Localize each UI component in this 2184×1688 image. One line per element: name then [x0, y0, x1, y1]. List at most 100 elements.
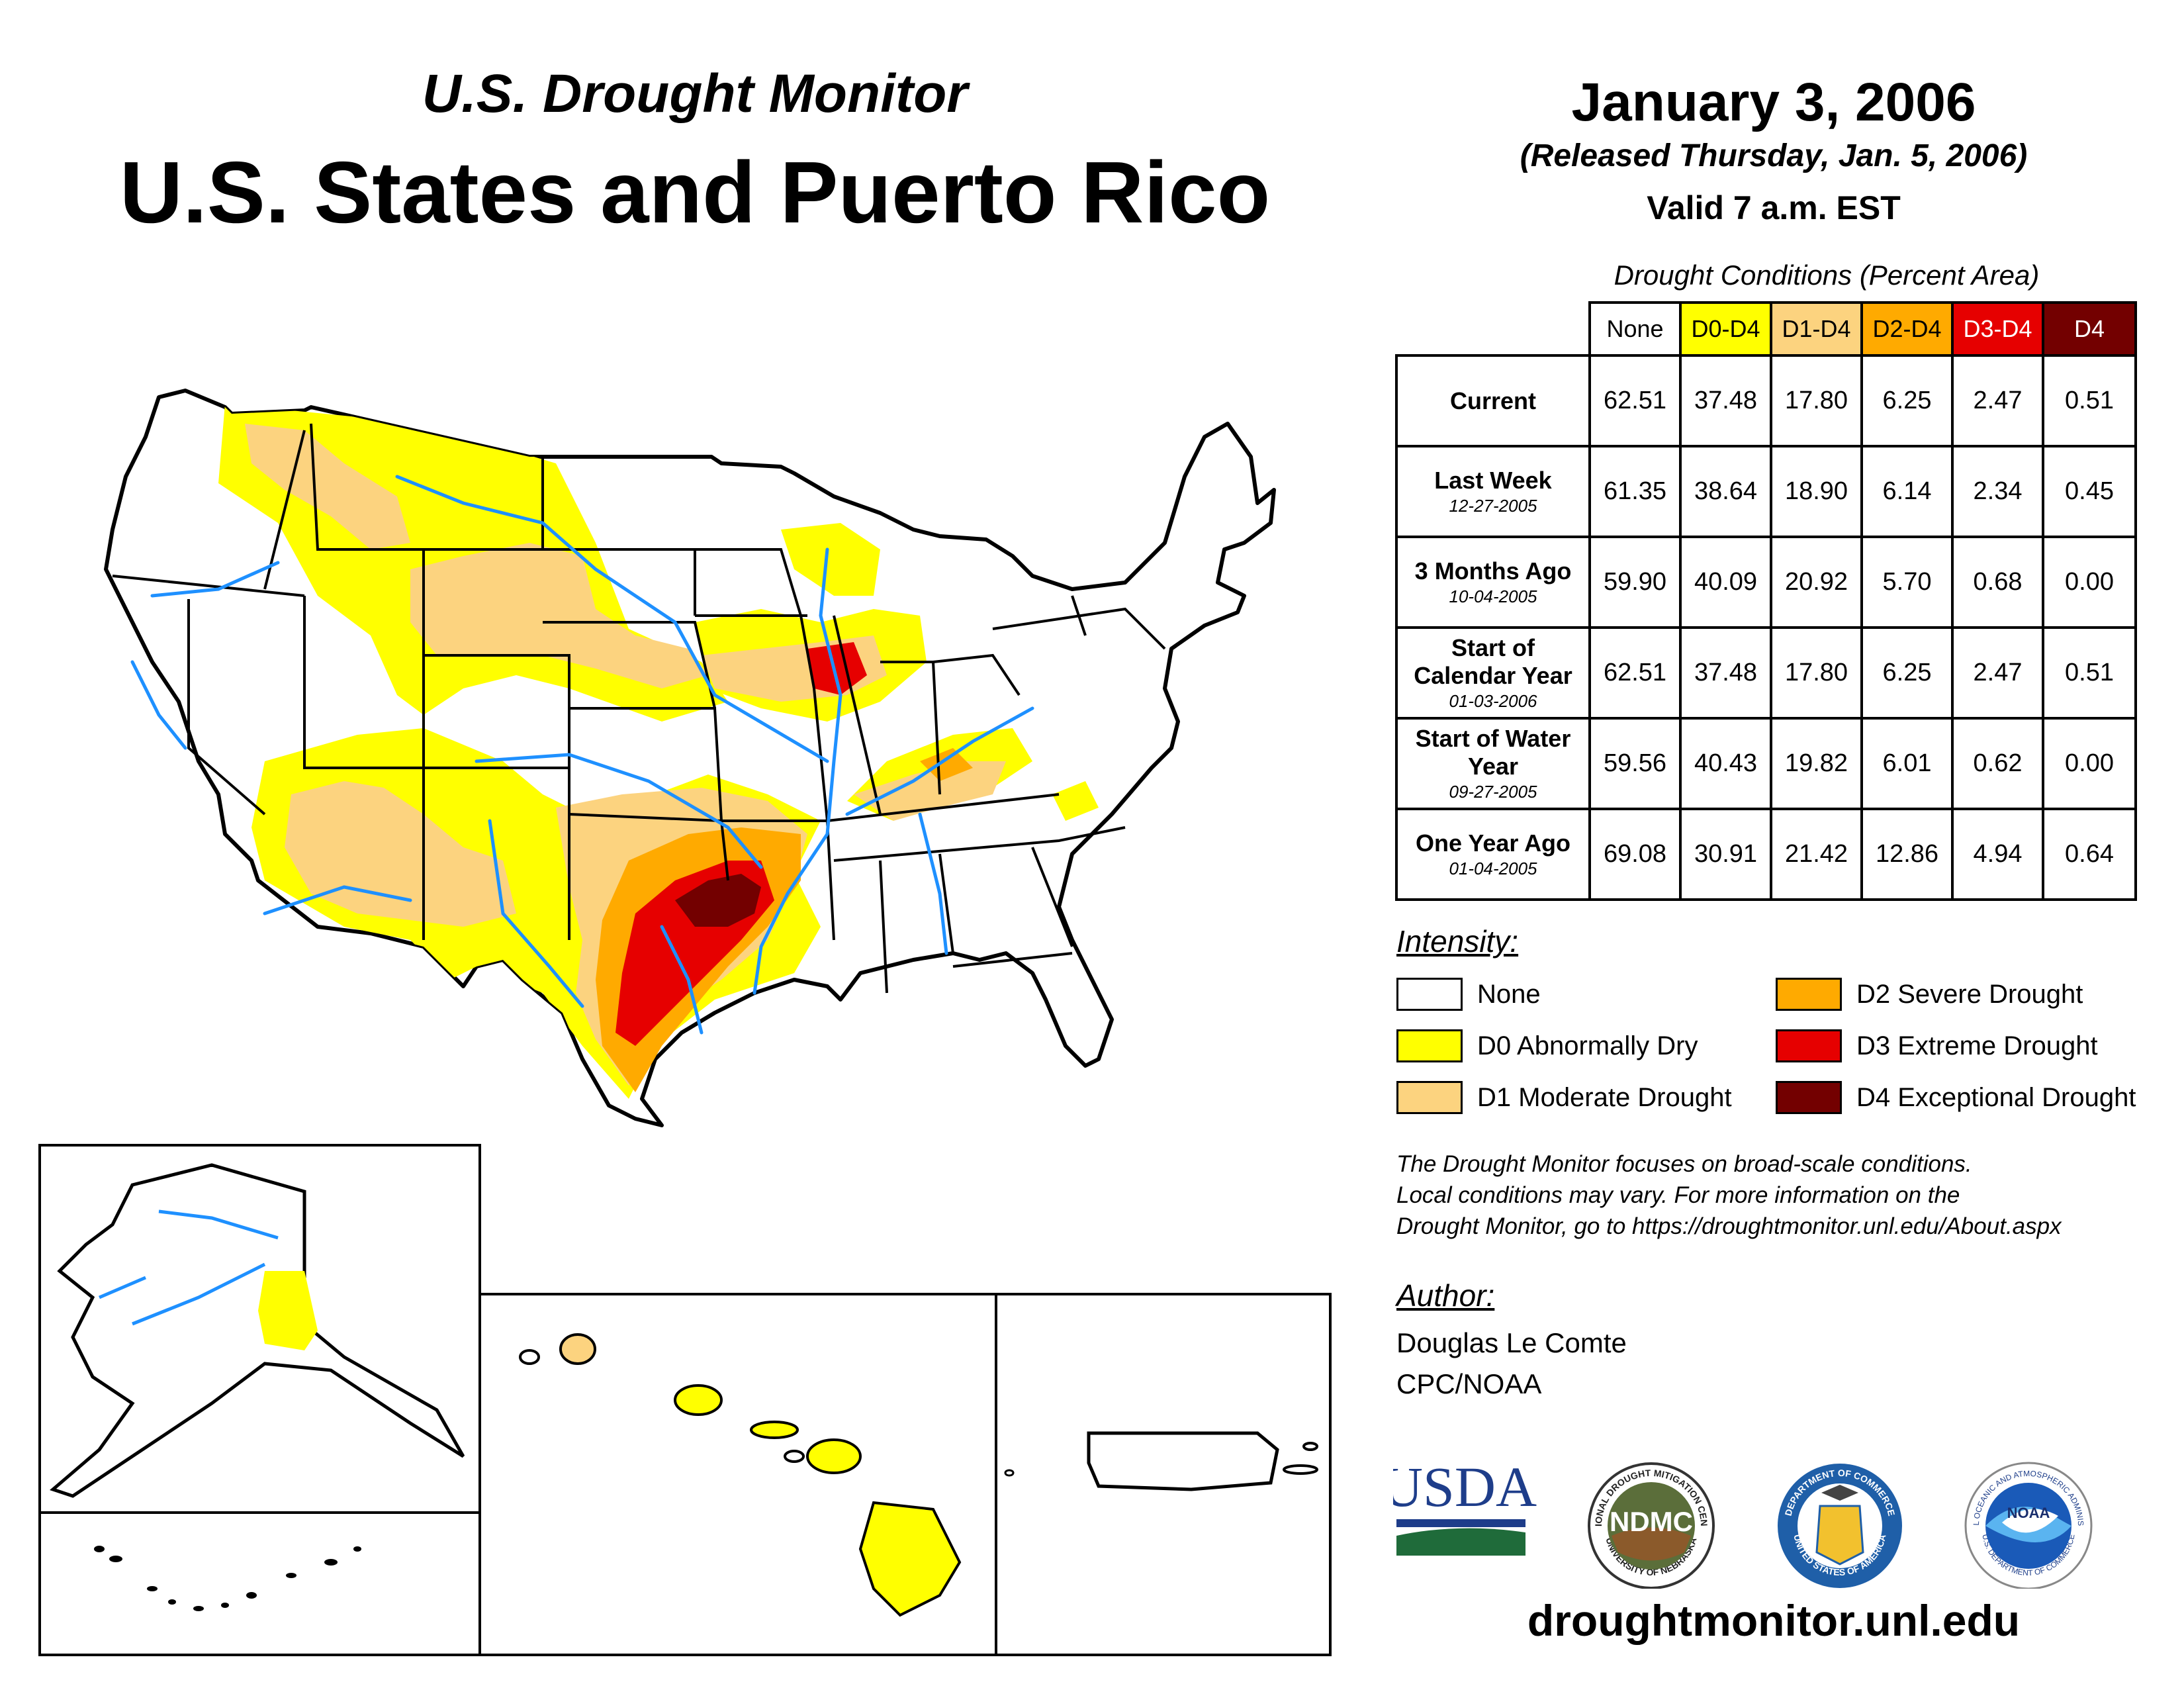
table-row: 3 Months Ago 10-04-2005 59.90 40.09 20.92… [1395, 536, 2137, 629]
table-row: Last Week 12-27-2005 61.35 38.64 18.90 6.… [1395, 445, 2137, 538]
cell-value: 2.34 [1951, 445, 2044, 538]
row-label: One Year Ago 01-04-2005 [1395, 808, 1591, 901]
legend-swatch [1776, 978, 1842, 1011]
row-label: Current [1395, 354, 1591, 447]
d1-zone-arizona-nm [285, 781, 516, 927]
cell-value: 18.90 [1770, 445, 1863, 538]
map-date: January 3, 2006 [1571, 72, 1976, 132]
note-line: Local conditions may vary. For more info… [1396, 1182, 1960, 1208]
legend-item-d1: D1 Moderate Drought [1396, 1081, 1732, 1114]
col-header-d2-d4: D2-D4 [1860, 301, 1954, 357]
table-row: Start of Water Year 09-27-2005 59.56 40.4… [1395, 717, 2137, 810]
cell-value: 17.80 [1770, 626, 1863, 720]
cell-value: 0.68 [1951, 536, 2044, 629]
cell-value: 69.08 [1588, 808, 1682, 901]
alaska-outline [50, 1163, 465, 1498]
cell-value: 6.14 [1860, 445, 1954, 538]
legend-item-d0: D0 Abnormally Dry [1396, 1029, 1698, 1062]
row-label-text: Start of Calendar Year [1414, 633, 1572, 689]
aleutian-inset [38, 1511, 481, 1656]
author-title: Author: [1396, 1278, 1495, 1313]
d1-zone-plains [410, 543, 708, 688]
d1-zone-montana [245, 424, 410, 549]
legend-item-none: None [1396, 978, 1541, 1011]
col-header-d3-d4: D3-D4 [1951, 301, 2044, 357]
author-org: CPC/NOAA [1396, 1368, 1542, 1399]
cell-value: 40.09 [1679, 536, 1772, 629]
usda-logo: USDA [1393, 1456, 1537, 1556]
cell-value: 21.42 [1770, 808, 1863, 901]
legend-swatch [1396, 1081, 1463, 1114]
row-label-text: Current [1449, 387, 1536, 414]
d3-zone-illinois [807, 642, 867, 695]
cell-value: 30.91 [1679, 808, 1772, 901]
author-block: Douglas Le Comte CPC/NOAA [1396, 1323, 1627, 1405]
rivers [130, 475, 1034, 1035]
note-line: Drought Monitor, go to https://droughtmo… [1396, 1213, 2062, 1239]
legend-swatch [1776, 1081, 1842, 1114]
row-date: 10-04-2005 [1449, 586, 1537, 606]
cell-value: 0.62 [1951, 717, 2044, 810]
col-header-d0-d4: D0-D4 [1679, 301, 1772, 357]
doc-seal: DEPARTMENT OF COMMERCE UNITED STATES OF … [1776, 1462, 1904, 1589]
cell-value: 20.92 [1770, 536, 1863, 629]
cell-value: 6.25 [1860, 354, 1954, 447]
vieques-island [1283, 1464, 1318, 1475]
cell-value: 37.48 [1679, 626, 1772, 720]
legend-label: D0 Abnormally Dry [1477, 1031, 1698, 1060]
mona-island [1004, 1469, 1015, 1477]
drought-map [38, 389, 1332, 1656]
legend-item-d4: D4 Exceptional Drought [1776, 1081, 2136, 1114]
d0-zone-great-lakes [781, 523, 880, 596]
noaa-logo-text: NOAA [2007, 1505, 2050, 1521]
cell-value: 17.80 [1770, 354, 1863, 447]
aleutian-islands [94, 1546, 361, 1611]
row-label: Last Week 12-27-2005 [1395, 445, 1591, 538]
disclaimer-note: The Drought Monitor focuses on broad-sca… [1396, 1149, 2158, 1242]
drought-conditions-table: None D0-D4 D1-D4 D2-D4 D3-D4 D4 Current … [1395, 301, 2137, 901]
puerto-rico-outline [1087, 1431, 1279, 1491]
row-label-text: One Year Ago [1415, 829, 1571, 857]
col-header-d4: D4 [2042, 301, 2137, 357]
legend-label: D3 Extreme Drought [1856, 1031, 2098, 1060]
row-date: 01-04-2005 [1449, 858, 1537, 878]
row-label-text: Last Week [1434, 466, 1552, 494]
legend-item-d2: D2 Severe Drought [1776, 978, 2083, 1011]
col-header-d1-d4: D1-D4 [1770, 301, 1863, 357]
legend-item-d3: D3 Extreme Drought [1776, 1029, 2098, 1062]
row-label-text: Start of Water Year [1415, 724, 1571, 780]
row-date: 09-27-2005 [1449, 781, 1537, 802]
cell-value: 12.86 [1860, 808, 1954, 901]
partner-logos: USDA NATIONAL DROUGHT MITIGATION CENTER … [1393, 1456, 2093, 1589]
hawaii-islands [519, 1333, 962, 1617]
cell-value: 6.25 [1860, 626, 1954, 720]
website-url: droughtmonitor.unl.edu [1527, 1596, 2021, 1645]
author-name: Douglas Le Comte [1396, 1327, 1627, 1358]
noaa-logo: NATIONAL OCEANIC AND ATMOSPHERIC ADMINIS… [1959, 1456, 2093, 1589]
alaska-d0-zone [258, 1271, 318, 1350]
d4-zone-texas-oklahoma [675, 874, 761, 927]
release-date: (Released Thursday, Jan. 5, 2006) [1520, 138, 2028, 173]
cell-value: 0.64 [2042, 808, 2137, 901]
cell-value: 2.47 [1951, 626, 2044, 720]
row-label: Start of Calendar Year 01-03-2006 [1395, 626, 1591, 720]
legend-label: None [1477, 979, 1541, 1009]
legend-label: D1 Moderate Drought [1477, 1082, 1732, 1112]
cell-value: 37.48 [1679, 354, 1772, 447]
row-label: 3 Months Ago 10-04-2005 [1395, 536, 1591, 629]
cell-value: 0.00 [2042, 536, 2137, 629]
legend-label: D4 Exceptional Drought [1856, 1082, 2136, 1112]
legend-label: D2 Severe Drought [1856, 979, 2083, 1009]
d2-zone-kentucky [920, 748, 973, 781]
cell-value: 38.64 [1679, 445, 1772, 538]
legend-title: Intensity: [1396, 924, 1519, 959]
row-label-text: 3 Months Ago [1414, 557, 1572, 585]
cell-value: 5.70 [1860, 536, 1954, 629]
cell-value: 40.43 [1679, 717, 1772, 810]
culebra-island [1302, 1442, 1318, 1451]
legend-swatch [1396, 978, 1463, 1011]
state-borders [112, 423, 1166, 994]
alaska-rivers [99, 1209, 279, 1326]
cell-value: 0.51 [2042, 354, 2137, 447]
ndmc-logo: NATIONAL DROUGHT MITIGATION CENTER UNIVE… [1582, 1456, 1715, 1589]
